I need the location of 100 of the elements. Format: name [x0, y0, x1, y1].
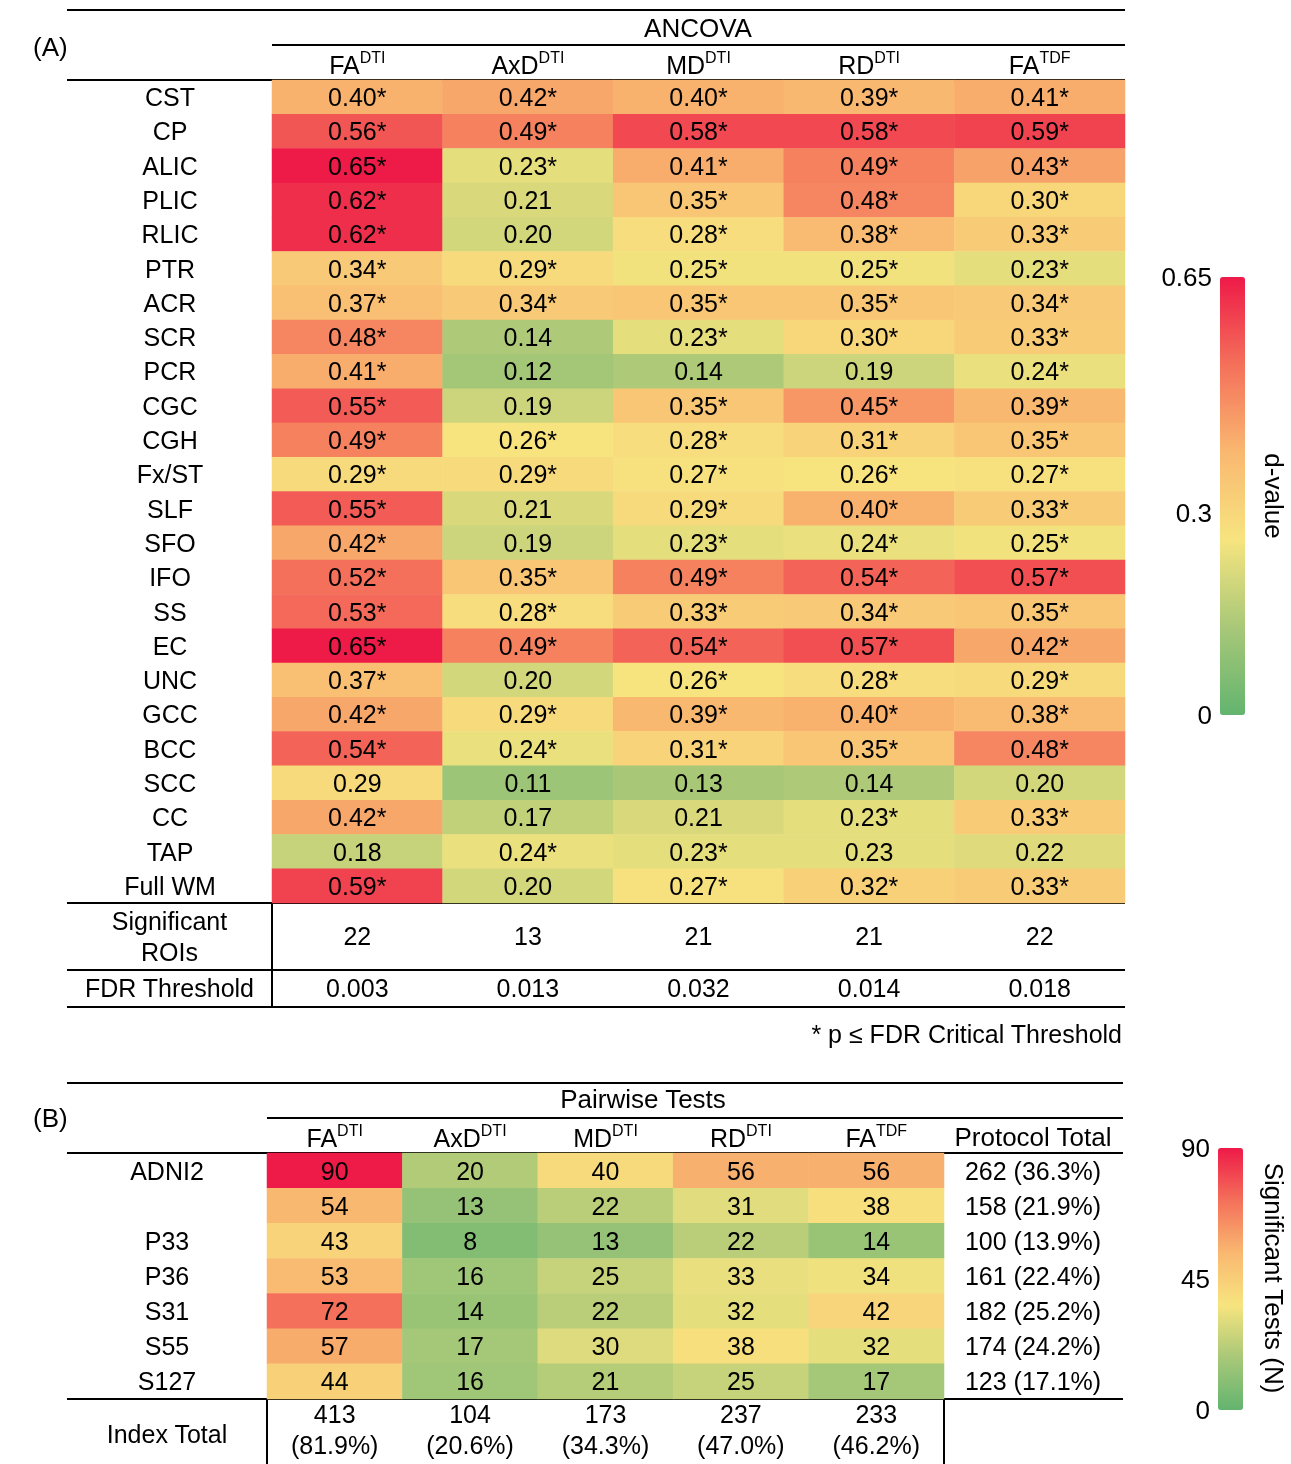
- data-label: 17: [862, 1367, 891, 1396]
- text: 22: [1025, 922, 1054, 950]
- data-label: 0.41*: [1010, 83, 1070, 112]
- color-bar-label: 0.3: [1175, 497, 1212, 528]
- data-label: 33: [726, 1262, 755, 1290]
- data-label: 0.19: [844, 357, 894, 386]
- data-label: 0.35*: [1010, 597, 1070, 626]
- y-tick-label: S127: [137, 1367, 197, 1396]
- data-label: 0.28*: [669, 220, 728, 249]
- data-label: 0.40*: [669, 83, 728, 112]
- data-label: 0.38*: [1010, 700, 1070, 729]
- data-label: 0.37*: [328, 288, 387, 317]
- data-label: 0.39*: [669, 700, 728, 729]
- data-label: 0.17: [503, 803, 553, 832]
- data-label: 0.52*: [328, 563, 387, 592]
- data-label: 0.49*: [498, 631, 558, 660]
- data-label: 0.27*: [669, 871, 728, 900]
- y-tick-label: CC: [151, 803, 189, 832]
- text: (B): [33, 1103, 68, 1133]
- data-label: 0.30*: [1010, 186, 1070, 215]
- data-label: 0.33*: [1010, 220, 1070, 249]
- y2-tick-label: 161 (22.4%): [964, 1262, 1102, 1290]
- data-label: 0.26*: [839, 460, 899, 489]
- text: (A): [33, 32, 68, 62]
- y-tick-label: P36: [144, 1262, 190, 1290]
- data-label: 0.35*: [669, 288, 728, 317]
- data-label: 0.25*: [1010, 528, 1070, 557]
- category-label: Significant ROIs: [111, 906, 228, 966]
- y-tick-label: S55: [144, 1332, 190, 1361]
- data-label: 20: [456, 1156, 485, 1185]
- data-label: 0.48*: [328, 323, 387, 352]
- data-label: 0.13: [674, 768, 723, 797]
- data-label: 0.39*: [1010, 391, 1070, 420]
- text: Protocol Total: [954, 1122, 1112, 1152]
- y2-tick-label: 100 (13.9%): [964, 1226, 1102, 1255]
- text: 0.014: [837, 974, 901, 1002]
- data-label: 72: [320, 1297, 349, 1326]
- y-tick-label: SLF: [147, 494, 193, 523]
- data-label: 0.35*: [1010, 426, 1070, 455]
- data-label: 54: [320, 1191, 349, 1220]
- data-label: 0.23*: [1010, 254, 1070, 283]
- y-tick-label: BCC: [143, 734, 197, 763]
- data-label: 0.26*: [498, 426, 558, 455]
- data-label: 0.29*: [498, 254, 558, 283]
- data-label: 32: [726, 1297, 755, 1326]
- data-label: 0.49*: [328, 426, 387, 455]
- data-label: 0.27*: [1010, 460, 1070, 489]
- y-tick-label: ALIC: [142, 151, 198, 180]
- data-label: 0.54*: [328, 734, 387, 763]
- data-label: 0.29: [332, 768, 382, 797]
- data-label: 57: [320, 1332, 349, 1361]
- data-label: 0.20: [503, 220, 553, 249]
- data-label: 16: [456, 1367, 485, 1396]
- y-tick-label: SFO: [144, 528, 196, 557]
- y-tick-label: CST: [145, 83, 195, 112]
- data-label: 25: [726, 1367, 755, 1396]
- data-label: 0.33*: [1010, 803, 1070, 832]
- data-label: 0.28*: [669, 426, 728, 455]
- data-label: 0.54*: [669, 631, 728, 660]
- data-label: 14: [862, 1226, 891, 1255]
- data-label: 0.40*: [328, 83, 387, 112]
- data-label: 0.34*: [328, 254, 387, 283]
- data-label: 17: [456, 1332, 485, 1361]
- data-label: 22: [591, 1297, 620, 1326]
- data-label: 56: [862, 1156, 891, 1185]
- category-label: FDR Threshold: [84, 974, 255, 1002]
- color-bar-label: 0.65: [1161, 262, 1212, 292]
- y-tick-label: ACR: [143, 288, 197, 317]
- data-label: 31: [726, 1191, 755, 1220]
- data-label: 0.59*: [1010, 117, 1070, 146]
- data-label: 0.32*: [839, 871, 899, 900]
- text: 0.018: [1008, 974, 1071, 1002]
- data-label: 0.42*: [328, 700, 387, 729]
- data-label: 0.18: [332, 837, 382, 866]
- y2-tick-label: 158 (21.9%): [964, 1191, 1102, 1220]
- data-label: 0.34*: [498, 288, 558, 317]
- data-label: 0.20: [503, 666, 553, 695]
- data-label: 0.21: [503, 494, 553, 523]
- text: * p ≤ FDR Critical Threshold: [811, 1019, 1122, 1050]
- data-label: 53: [320, 1262, 349, 1290]
- y2-tick-label: 262 (36.3%): [964, 1156, 1102, 1185]
- data-label: 0.23*: [669, 837, 728, 866]
- data-label: 8: [463, 1226, 478, 1255]
- data-label: 0.58*: [669, 117, 728, 146]
- text: 0.032: [667, 974, 730, 1002]
- data-label: 0.29*: [328, 460, 387, 489]
- y2-tick-label: 123 (17.1%): [964, 1367, 1102, 1396]
- data-label: 21: [591, 1367, 620, 1396]
- y2-tick-label: 174 (24.2%): [964, 1332, 1102, 1361]
- data-label: 0.12: [503, 357, 553, 386]
- data-label: 56: [726, 1156, 755, 1185]
- data-label: 0.23*: [669, 528, 728, 557]
- data-label: 0.59*: [328, 871, 387, 900]
- data-label: 40: [591, 1156, 620, 1185]
- data-label: 13: [456, 1191, 485, 1220]
- data-label: 0.34*: [1010, 288, 1070, 317]
- data-label: 0.11: [504, 768, 552, 797]
- data-label: 0.14: [844, 768, 894, 797]
- data-label: 0.31*: [669, 734, 728, 763]
- y-tick-label: S31: [144, 1297, 190, 1326]
